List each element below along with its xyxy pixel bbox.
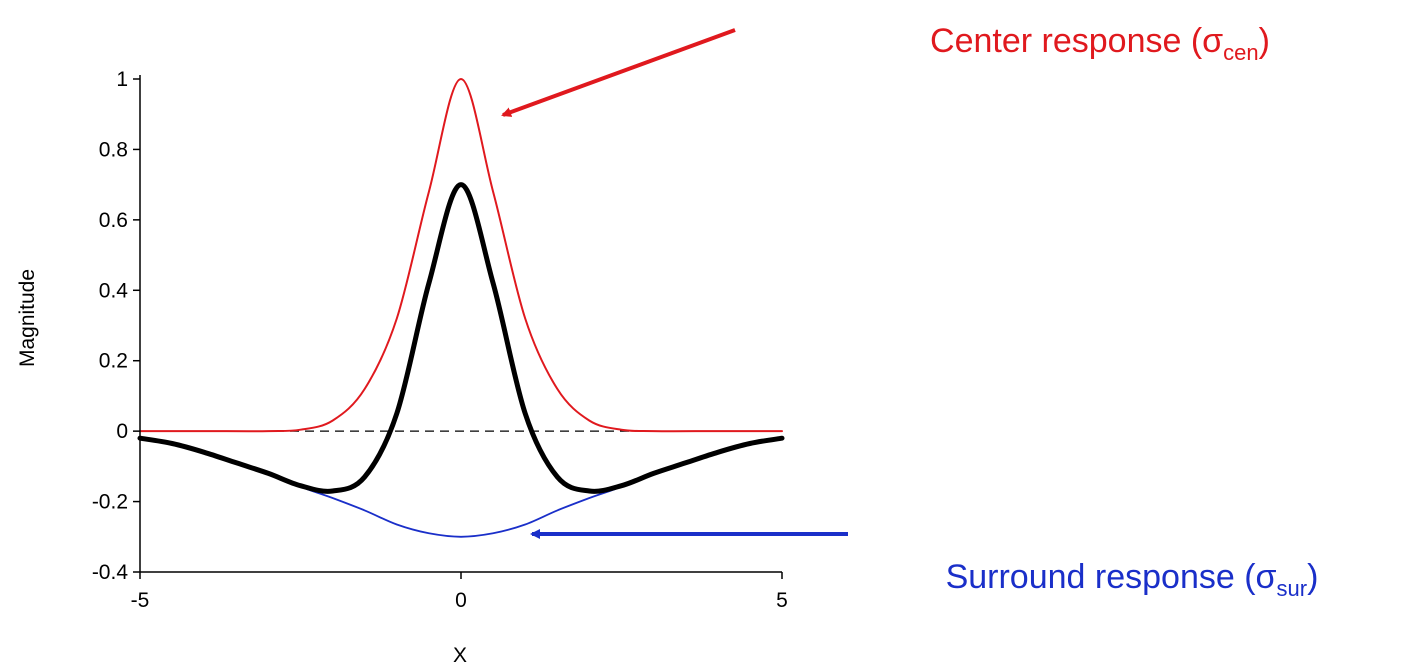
annotation-prefix: Center response (σ — [930, 22, 1223, 60]
annotation-prefix: Surround response (σ — [946, 558, 1277, 596]
annotations: Center response (σcen)Surround response … — [503, 22, 1318, 601]
annotation-arrow-center — [503, 30, 735, 115]
annotation-suffix: ) — [1259, 22, 1270, 60]
annotation-subscript: sur — [1277, 576, 1308, 601]
plot-area — [140, 79, 782, 537]
y-tick-label: 0.2 — [99, 350, 128, 373]
annotation-subscript: cen — [1223, 40, 1258, 65]
series-line-combined — [140, 185, 782, 492]
annotation-label-center: Center response (σcen) — [930, 22, 1270, 65]
x-tick-label: 5 — [776, 589, 788, 612]
y-tick-label: 1 — [116, 68, 128, 91]
y-tick-label: 0.6 — [99, 209, 128, 232]
annotation-suffix: ) — [1307, 558, 1318, 596]
y-tick-label: -0.4 — [92, 561, 129, 584]
x-tick-label: 0 — [455, 589, 467, 612]
x-tick-label: -5 — [131, 589, 150, 612]
y-axis-title: Magnitude — [16, 269, 39, 367]
annotation-label-surround: Surround response (σsur) — [946, 558, 1319, 601]
x-axis-title: X — [453, 644, 467, 667]
y-tick-label: 0 — [116, 420, 128, 443]
y-tick-label: -0.2 — [92, 491, 128, 514]
series-line-center — [140, 79, 782, 431]
axes: -0.4 -0.2 0 0.2 0.4 0.6 0.8 1 -5 0 5 — [92, 68, 788, 612]
series-line-surround — [307, 489, 615, 537]
y-tick-label: 0.4 — [99, 279, 129, 302]
y-tick-label: 0.8 — [99, 138, 128, 161]
